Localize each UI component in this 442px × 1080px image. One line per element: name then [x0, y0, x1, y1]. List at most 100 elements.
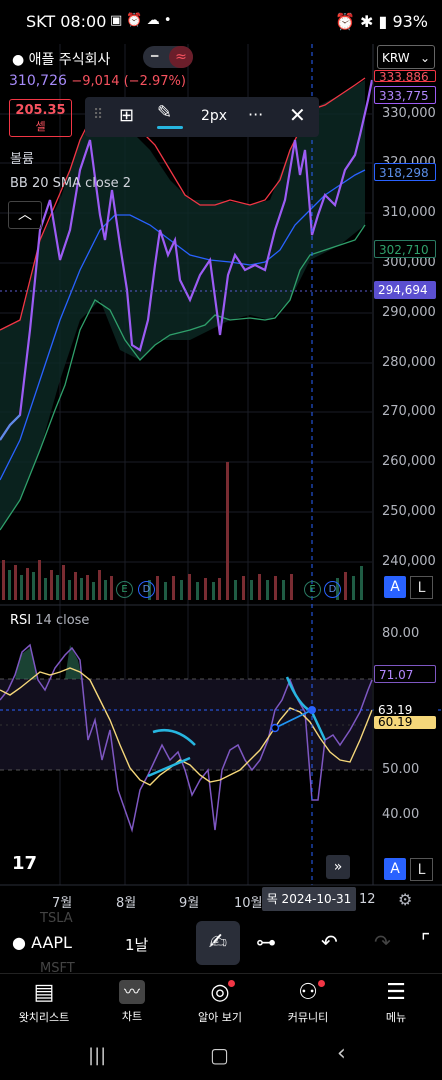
chart-icon: 〰 — [119, 980, 145, 1004]
battery-level: 93% — [392, 12, 428, 31]
drawing-toolbar: ⠿ ⊞ ✎ 2px ··· ✕ — [85, 97, 319, 137]
crosshair-date-tag: 목 2024-10-31 — [262, 887, 356, 911]
time-axis-label: 12 — [359, 892, 376, 907]
price-axis-label: 310,000 — [382, 205, 436, 220]
price-axis-label: 240,000 — [382, 554, 436, 569]
status-notification-icons: ▣ ⏰ ☁ • — [110, 13, 172, 28]
indicators-button[interactable]: ⊶ — [256, 930, 276, 954]
rsi-auto-scale-button[interactable]: A — [384, 858, 406, 880]
explore-icon: ◎ — [176, 980, 264, 1005]
dividend-marker[interactable]: D — [138, 581, 155, 598]
bottom-symbol-bar: TSLA MSFT ● AAPL 1날 ✍ ⊶ ↶ ↷ ⌜ — [0, 911, 442, 976]
rsi-log-scale-button[interactable]: L — [410, 858, 433, 881]
dividend-marker[interactable]: D — [324, 581, 341, 598]
time-axis-label: 9월 — [179, 896, 200, 911]
signal-icon: ▮ — [378, 12, 388, 31]
earnings-marker[interactable]: E — [304, 581, 321, 598]
volume-label[interactable]: 볼륨 — [10, 152, 34, 167]
home-icon[interactable]: ▢ — [210, 1043, 229, 1067]
log-scale-button[interactable]: L — [410, 576, 433, 599]
last-price: 310,726 — [9, 73, 67, 89]
redo-button[interactable]: ↷ — [374, 930, 391, 954]
apple-logo-icon: ● — [12, 933, 26, 952]
status-time: SKT 08:00 — [26, 12, 107, 31]
price-axis-label: 270,000 — [382, 404, 436, 419]
chevron-up-icon: ︿ — [18, 207, 32, 223]
close-icon[interactable]: ✕ — [289, 103, 306, 127]
sell-button[interactable]: 205.35 셀 — [9, 99, 72, 137]
price-axis-label: 250,000 — [382, 504, 436, 519]
auto-scale-button[interactable]: A — [384, 576, 406, 598]
high-price-tag: 333,886 — [374, 70, 436, 82]
undo-button[interactable]: ↶ — [321, 930, 338, 954]
bb-indicator-label[interactable]: BB 20 SMA close 2 — [10, 176, 132, 191]
double-chevron-right-icon: » — [333, 859, 343, 875]
symbol-title[interactable]: ● 애플 주식회사 — [12, 52, 111, 68]
drawing-tool-button[interactable]: ✍ — [196, 921, 240, 965]
community-icon: ⚇ — [264, 980, 352, 1005]
bb-basis-tag: 318,298 — [374, 163, 436, 181]
collapse-legend-button[interactable]: ︿ — [8, 201, 42, 229]
ghost-symbol: TSLA — [40, 911, 73, 926]
currency-select[interactable]: KRW ⌄ — [377, 45, 435, 69]
apple-logo-icon: ● — [12, 52, 25, 68]
rsi-axis-label: 50.00 — [382, 762, 420, 777]
line-width-button[interactable]: 2px — [201, 108, 228, 124]
price-line-readout: 310,726 −9,014 (−2.97%) — [9, 73, 186, 89]
nav-watchlist[interactable]: ▤ 왓치리스트 — [0, 980, 88, 1025]
price-axis-label: 260,000 — [382, 454, 436, 469]
alarm-icon: ⏰ — [335, 12, 355, 31]
time-axis-label: 8월 — [116, 896, 137, 911]
bb-basis-line — [0, 169, 366, 481]
rsi-axis-label: 80.00 — [382, 626, 420, 641]
more-icon[interactable]: ··· — [248, 105, 264, 124]
ghost-symbol: MSFT — [40, 961, 75, 976]
nav-community[interactable]: ⚇ 커뮤니티 — [264, 980, 352, 1025]
wave-icon: ≈ — [169, 46, 193, 68]
rsi-line — [0, 643, 373, 833]
price-axis-label: 330,000 — [382, 106, 436, 121]
earnings-marker[interactable]: E — [116, 581, 133, 598]
notification-dot — [318, 980, 325, 987]
fullscreen-button[interactable]: ⌜ — [421, 929, 430, 953]
compare-toggle[interactable]: ━ ≈ — [143, 46, 193, 68]
rsi-ma-tag: 60.19 — [374, 716, 436, 729]
rsi-legend[interactable]: RSI 14 close — [10, 613, 90, 628]
bb-fill — [0, 80, 365, 530]
bb-lower-line — [0, 224, 366, 531]
fullscreen-icon: ⌜ — [421, 929, 431, 953]
menu-icon: ☰ — [386, 980, 406, 1005]
add-to-favorites-icon[interactable]: ⊞ — [119, 105, 135, 126]
color-swatch[interactable] — [157, 126, 183, 129]
nav-chart[interactable]: 〰 차트 — [88, 980, 176, 1024]
price-axis-label: 280,000 — [382, 355, 436, 370]
volume-bars — [2, 462, 363, 600]
watchlist-icon: ▤ — [33, 980, 55, 1005]
price-line — [0, 79, 374, 441]
rsi-axis-label: 40.00 — [382, 807, 420, 822]
status-right: ⏰ ✱ ▮ 93% — [335, 12, 428, 31]
pencil-icon[interactable]: ✎ — [157, 102, 173, 123]
nav-explore[interactable]: ◎ 알아 보기 — [176, 980, 264, 1025]
time-axis-label: 7월 — [52, 896, 73, 911]
pen-icon: ✍ — [208, 930, 228, 955]
price-axis-label: 300,000 — [382, 255, 436, 270]
chevron-down-icon: ⌄ — [419, 51, 430, 65]
chart-area[interactable] — [0, 44, 442, 914]
undo-icon: ↶ — [321, 930, 338, 954]
back-icon[interactable]: ‹ — [337, 1041, 346, 1066]
drag-handle-icon[interactable]: ⠿ — [93, 107, 104, 123]
price-axis-label: 290,000 — [382, 305, 436, 320]
symbol-button[interactable]: ● AAPL — [12, 933, 72, 952]
settings-gear-icon[interactable]: ⚙ — [398, 890, 413, 909]
interval-button[interactable]: 1날 — [125, 936, 149, 954]
tradingview-logo-icon: 17 — [12, 853, 38, 874]
sliders-icon: ⊶ — [256, 930, 276, 954]
scroll-to-realtime-button[interactable]: » — [326, 855, 350, 879]
recent-apps-icon[interactable]: ||| — [88, 1045, 107, 1066]
crosshair-price-tag: 294,694 — [374, 281, 436, 299]
time-axis-label: 10월 — [234, 896, 263, 911]
rsi-ma-line — [0, 667, 373, 786]
bb-upper-tag: 333,775 — [374, 86, 436, 104]
nav-menu[interactable]: ☰ 메뉴 — [352, 980, 440, 1025]
